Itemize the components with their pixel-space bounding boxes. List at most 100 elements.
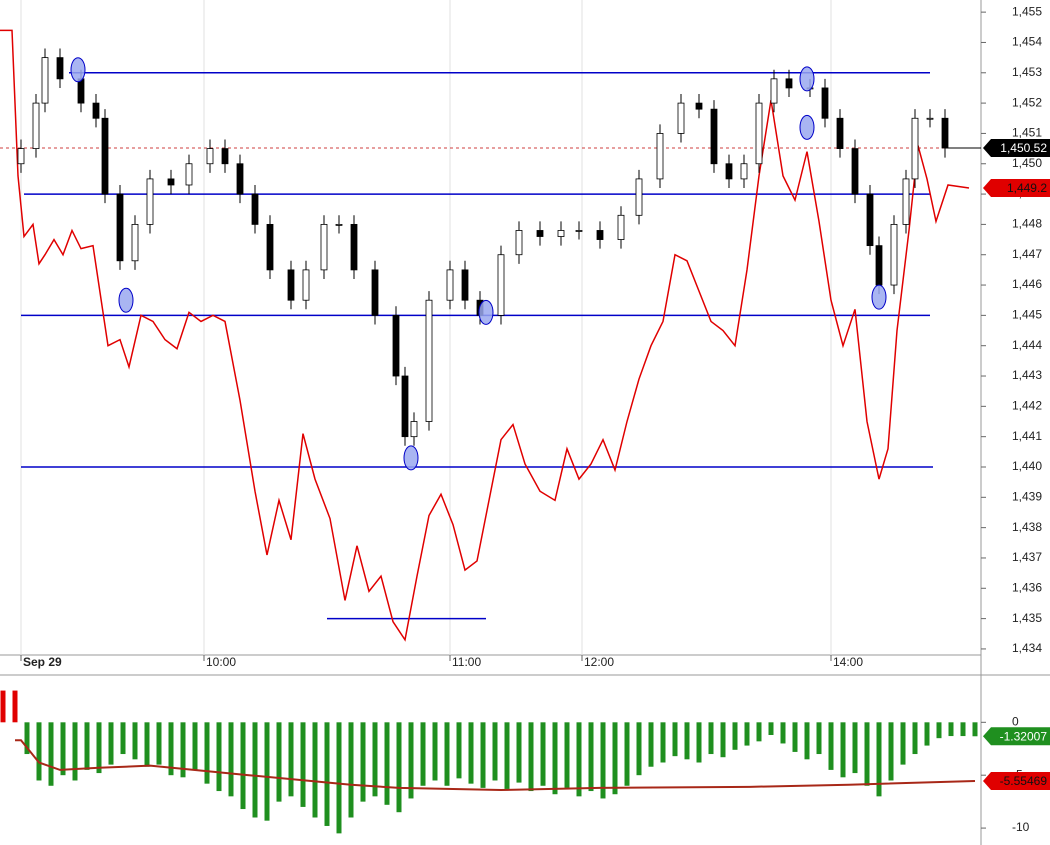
bar (276, 722, 282, 802)
candle-body (785, 78, 793, 89)
bar (564, 722, 570, 788)
candle-body (335, 223, 343, 226)
candle-body (41, 57, 49, 104)
bar (660, 722, 666, 763)
bar (348, 722, 354, 818)
candle-body (866, 193, 874, 247)
x-tick-label: Sep 29 (23, 655, 62, 669)
bar (456, 722, 462, 779)
candle-body (902, 178, 910, 225)
marker (403, 445, 419, 471)
bar (84, 722, 90, 770)
bar (864, 722, 870, 786)
candle-body (497, 254, 505, 316)
bar (144, 722, 150, 767)
bar (912, 722, 918, 755)
candle-body (617, 214, 625, 240)
candle-body (266, 223, 274, 271)
bar (108, 722, 114, 765)
y-tick-label: 1,448 (1012, 217, 1042, 231)
bar (444, 722, 450, 786)
bar (60, 722, 66, 776)
bar (360, 722, 366, 802)
candle-body (875, 245, 883, 286)
price-tag (983, 138, 1050, 157)
candle-body (461, 269, 469, 301)
candle-body (221, 148, 229, 165)
candle-body (236, 163, 244, 195)
y-tick-label: 1,439 (1012, 489, 1042, 503)
y-tick-label: 1,450 (1012, 156, 1042, 170)
average-line (15, 739, 976, 792)
candle-body (725, 163, 733, 180)
x-tick-label: 11:00 (452, 655, 481, 669)
candle-body (836, 117, 844, 149)
candle-body (911, 117, 919, 180)
bar (948, 722, 954, 737)
candle-body (146, 178, 154, 225)
candle-body (401, 375, 409, 438)
bar (636, 722, 642, 776)
bar (132, 722, 138, 760)
bar (228, 722, 234, 797)
candle-body (515, 230, 523, 256)
bar (876, 722, 882, 797)
candle-body (926, 117, 934, 120)
bar (264, 722, 270, 821)
bar (396, 722, 402, 813)
y-tick-label: 0 (1012, 714, 1019, 728)
price-tag-label: -1.32007 (1000, 729, 1048, 743)
y-tick-label: 1,453 (1012, 65, 1042, 79)
bar (540, 722, 546, 786)
x-tick-label: 10:00 (206, 655, 236, 669)
candle-body (425, 299, 433, 422)
bar (480, 722, 486, 788)
bar (0, 690, 6, 723)
y-tick-label: -10 (1012, 820, 1030, 834)
bar (900, 722, 906, 765)
bar (924, 722, 930, 746)
candle-body (56, 57, 64, 80)
y-tick-label: 1,447 (1012, 247, 1042, 261)
bar (24, 722, 30, 755)
price-tag-label: -5.55469 (1000, 774, 1048, 788)
y-tick-label: 1,435 (1012, 611, 1042, 625)
marker (70, 57, 86, 83)
bar (528, 722, 534, 792)
bar (48, 722, 54, 786)
candle-body (941, 117, 949, 149)
bar (972, 722, 978, 737)
candle-body (710, 108, 718, 165)
x-tick-label: 14:00 (833, 655, 863, 669)
candle-body (695, 102, 703, 110)
y-tick-label: 1,437 (1012, 550, 1042, 564)
bar (780, 722, 786, 744)
y-tick-label: 1,434 (1012, 641, 1042, 655)
price-tag (983, 772, 1050, 791)
bar (732, 722, 738, 750)
bar (576, 722, 582, 797)
bar (204, 722, 210, 784)
candle-body (851, 148, 859, 195)
bar (300, 722, 306, 807)
bar (624, 722, 630, 786)
bar (120, 722, 126, 755)
bar (516, 722, 522, 783)
candle-body (17, 148, 25, 165)
bar (312, 722, 318, 818)
candle-body (821, 87, 829, 119)
bar (384, 722, 390, 805)
candle-body (251, 193, 259, 225)
bar (696, 722, 702, 763)
marker (118, 287, 134, 313)
y-tick-label: 1,444 (1012, 338, 1042, 352)
y-tick-label: 1,455 (1012, 4, 1042, 18)
candle-body (410, 421, 418, 438)
y-tick-label: 1,443 (1012, 368, 1042, 382)
y-tick-label: 1,438 (1012, 520, 1042, 534)
bar (852, 722, 858, 774)
bar (168, 722, 174, 776)
marker (799, 66, 815, 92)
x-tick-label: 12:00 (584, 655, 614, 669)
